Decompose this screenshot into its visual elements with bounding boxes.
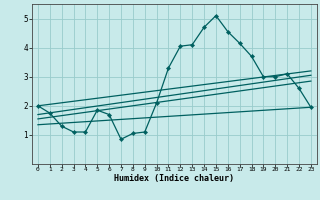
X-axis label: Humidex (Indice chaleur): Humidex (Indice chaleur)	[115, 174, 234, 183]
